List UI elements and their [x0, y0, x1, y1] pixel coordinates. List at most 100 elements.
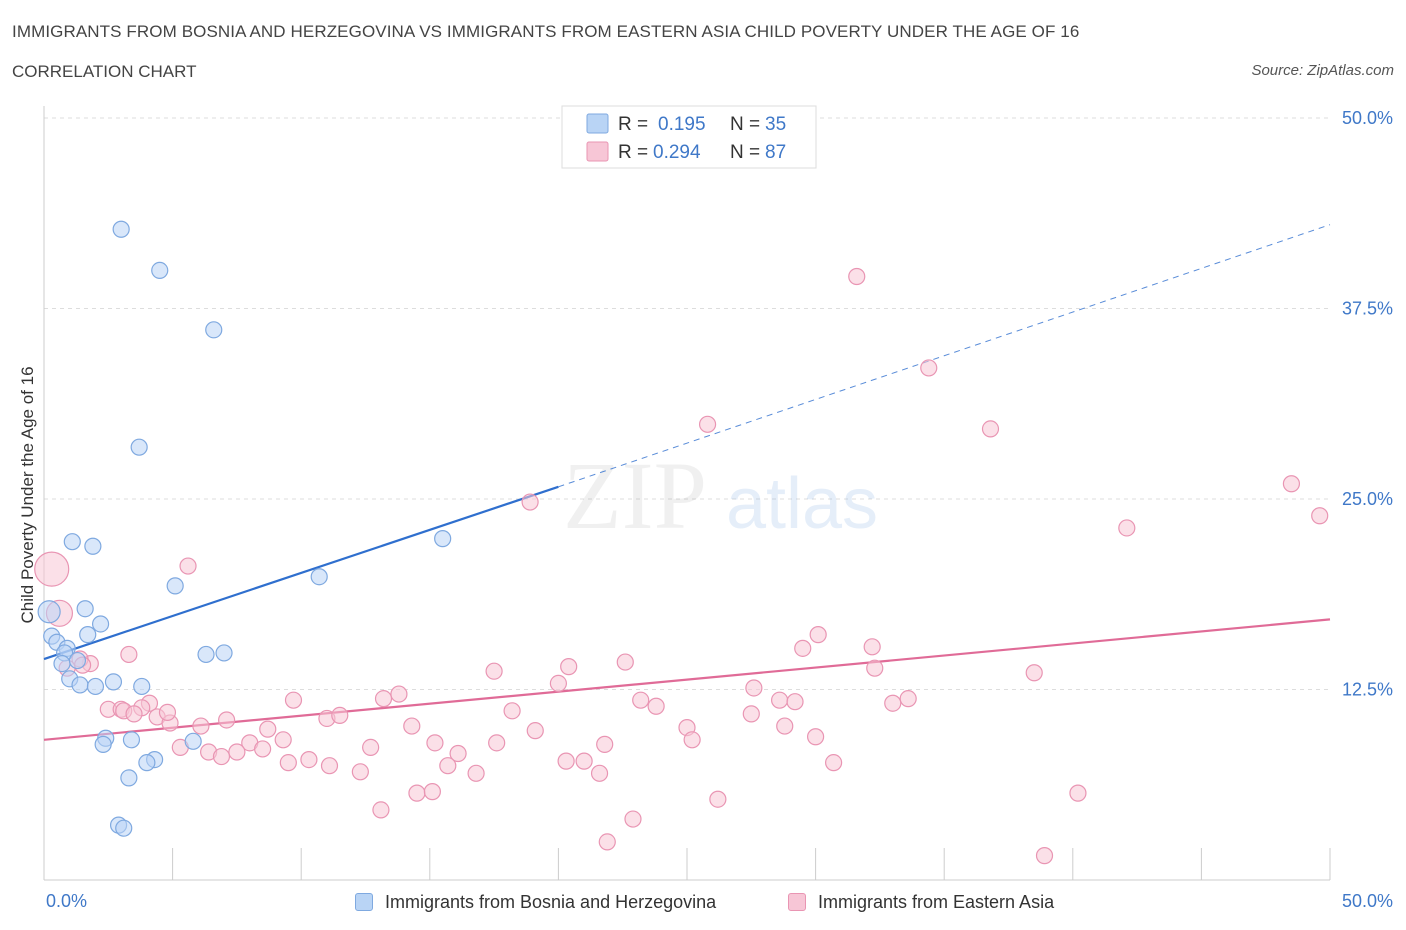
eastern-asia-point: [981, 420, 1000, 438]
eastern-asia-point: [549, 674, 568, 693]
eastern-asia-point: [521, 493, 539, 511]
eastern-asia-point: [866, 659, 884, 677]
stats-blue-n-value: 35: [765, 114, 786, 135]
eastern-asia-point: [770, 691, 789, 709]
eastern-asia-point: [408, 784, 426, 802]
bosnia-point: [79, 626, 97, 644]
bosnia-point: [166, 577, 184, 595]
eastern-asia-point: [390, 685, 408, 703]
series-bosnia-points: [37, 220, 452, 837]
eastern-asia-point: [1069, 784, 1087, 802]
eastern-asia-point: [1035, 847, 1054, 865]
eastern-asia-point: [647, 697, 665, 715]
eastern-asia-point: [320, 757, 339, 775]
legend-item-eastern-asia[interactable]: Immigrants from Eastern Asia: [788, 890, 1054, 914]
eastern-asia-point: [423, 783, 441, 801]
grid-lines: [44, 117, 1330, 690]
stats-pink-n-value: 87: [765, 142, 786, 163]
legend-swatch-blue: [355, 893, 373, 911]
eastern-asia-point: [560, 658, 578, 676]
bosnia-point: [184, 732, 202, 750]
eastern-asia-point: [825, 754, 843, 772]
bosnia-point: [53, 654, 71, 673]
eastern-asia-point: [1311, 507, 1329, 525]
bosnia-point: [434, 530, 452, 548]
eastern-asia-point: [218, 711, 236, 729]
eastern-asia-point: [212, 747, 231, 766]
eastern-asia-point: [254, 740, 272, 758]
bosnia-point: [68, 651, 87, 670]
bosnia-point: [63, 533, 81, 551]
eastern-asia-point: [179, 557, 197, 575]
bosnia-point: [133, 677, 151, 696]
eastern-asia-point: [331, 706, 349, 725]
stats-blue-r-label: R =: [618, 114, 648, 135]
eastern-asia-point: [786, 693, 804, 711]
bosnia-point: [76, 600, 94, 618]
eastern-asia-point: [616, 653, 634, 671]
eastern-asia-point: [192, 717, 210, 735]
chart-subtitle: CORRELATION CHART: [12, 62, 197, 81]
eastern-asia-point: [158, 703, 177, 721]
eastern-asia-point: [590, 764, 609, 782]
y-tick-label: 12.5%: [1342, 680, 1393, 700]
eastern-asia-point: [557, 752, 575, 770]
stats-swatch-blue: [586, 113, 609, 134]
eastern-asia-point: [526, 722, 544, 740]
eastern-asia-point: [503, 702, 521, 720]
bosnia-point: [122, 731, 141, 749]
stats-pink-r-label: R =: [618, 142, 648, 163]
x-tick-label: 50.0%: [1342, 891, 1393, 911]
stats-swatch-pink: [586, 141, 609, 162]
eastern-asia-point: [228, 743, 246, 761]
eastern-asia-point: [598, 833, 616, 851]
legend-label-eastern-asia: Immigrants from Eastern Asia: [818, 891, 1055, 912]
eastern-asia-point: [374, 690, 393, 708]
bosnia-point: [115, 819, 133, 837]
stats-blue-n-label: N =: [730, 114, 760, 135]
bosnia-point: [120, 769, 138, 787]
eastern-asia-point: [1025, 664, 1043, 682]
bosnia-point: [197, 645, 215, 664]
eastern-asia-point: [362, 738, 380, 757]
eastern-asia-trend-line: [43, 618, 1331, 741]
x-tick-label: 0.0%: [46, 891, 87, 911]
eastern-asia-point: [698, 415, 717, 433]
legend-item-bosnia[interactable]: Immigrants from Bosnia and Herzegovina: [355, 890, 716, 914]
eastern-asia-point: [284, 691, 303, 709]
watermark-atlas: atlas: [726, 464, 878, 544]
bosnia-trend-extension: [558, 224, 1331, 488]
eastern-asia-point: [449, 744, 467, 763]
eastern-asia-point: [426, 734, 444, 752]
eastern-asia-point: [274, 731, 292, 749]
y-tick-label: 25.0%: [1342, 489, 1393, 509]
bosnia-point: [130, 438, 148, 456]
bosnia-point: [205, 321, 223, 339]
eastern-asia-point: [439, 757, 457, 775]
eastern-asia-point: [125, 705, 143, 723]
bosnia-point: [71, 676, 89, 694]
eastern-asia-point: [485, 662, 503, 680]
bosnia-trend-line: [43, 485, 559, 661]
eastern-asia-point: [279, 754, 297, 772]
chart-title: IMMIGRANTS FROM BOSNIA AND HERZEGOVINA V…: [12, 22, 1080, 41]
legend-swatch-pink: [788, 893, 806, 911]
chart-source: Source: ZipAtlas.com: [1251, 62, 1394, 79]
eastern-asia-point: [351, 763, 369, 781]
bosnia-point: [310, 568, 328, 586]
eastern-asia-point: [596, 735, 614, 753]
eastern-asia-point: [794, 639, 812, 657]
eastern-asia-point: [863, 638, 881, 656]
eastern-asia-point: [809, 626, 827, 644]
eastern-asia-point: [575, 752, 593, 770]
eastern-asia-point: [467, 764, 485, 782]
eastern-asia-point: [34, 551, 70, 587]
stats-blue-r-value: 0.195: [658, 114, 706, 135]
eastern-asia-point: [899, 690, 917, 708]
eastern-asia-point: [488, 734, 506, 752]
eastern-asia-point: [776, 717, 794, 735]
bosnia-point: [151, 261, 169, 279]
bosnia-point: [104, 673, 123, 691]
eastern-asia-point: [745, 679, 763, 697]
watermark-zip: ZIP: [563, 442, 707, 549]
